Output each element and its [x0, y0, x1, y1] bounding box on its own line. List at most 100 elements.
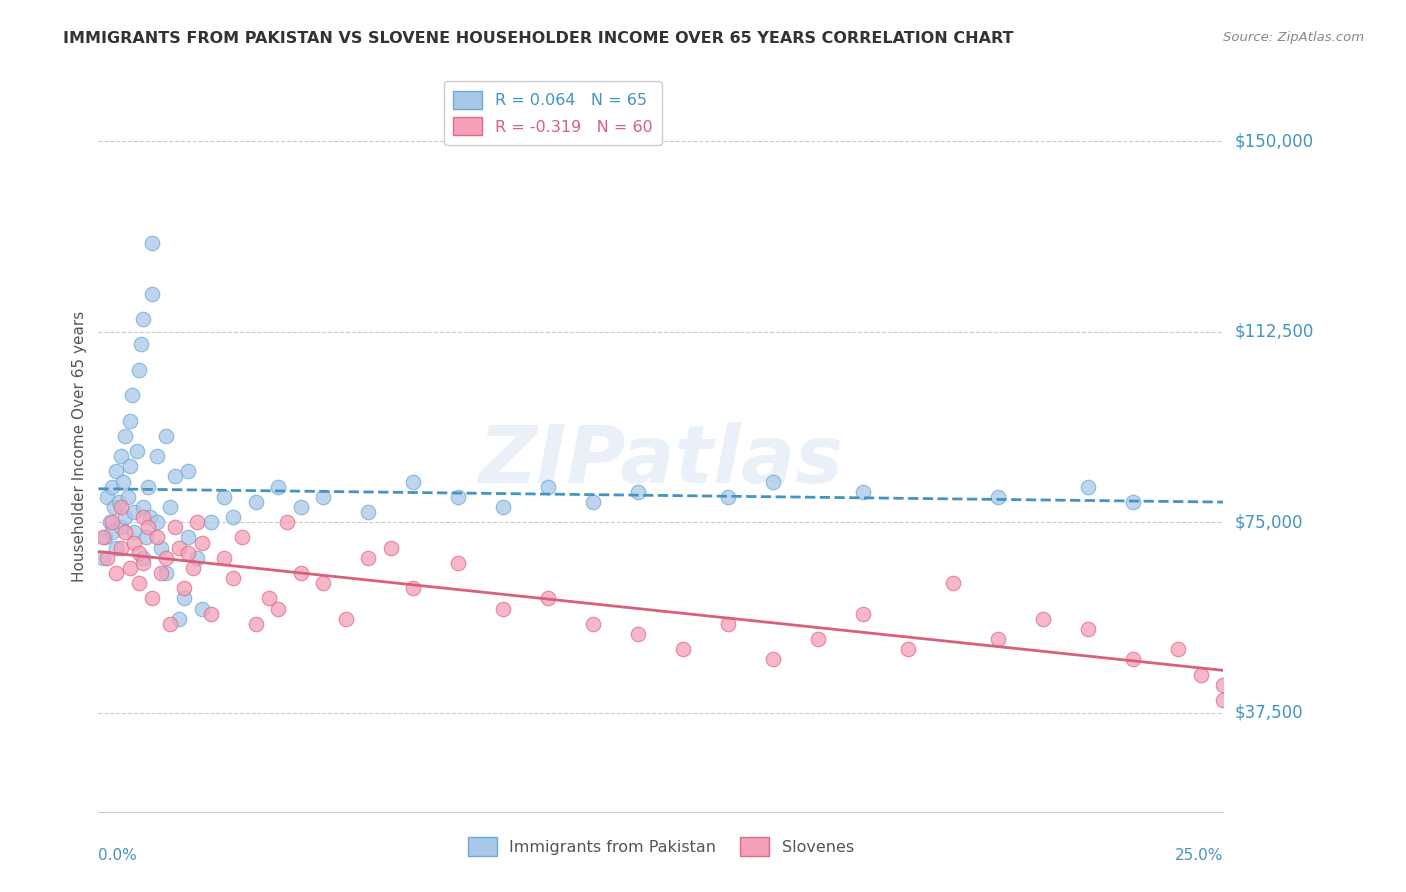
Point [146, 530, 169, 544]
Point [125, 444, 148, 458]
Point [114, 510, 136, 524]
Point [96, 490, 118, 504]
Point [267, 601, 290, 615]
Point [186, 515, 208, 529]
Point [105, 541, 128, 555]
Point [129, 337, 152, 351]
Text: $37,500: $37,500 [1234, 704, 1303, 722]
Point [118, 414, 141, 428]
Point [717, 490, 740, 504]
Point [132, 312, 155, 326]
Point [101, 525, 124, 540]
Point [91, 550, 114, 565]
Point [222, 510, 245, 524]
Point [200, 515, 222, 529]
Point [214, 490, 236, 504]
Point [852, 484, 875, 499]
Point [163, 520, 186, 534]
Point [987, 632, 1010, 646]
Point [169, 612, 191, 626]
Point [191, 535, 214, 549]
Point [98, 515, 121, 529]
Point [447, 556, 470, 570]
Point [146, 515, 169, 529]
Point [141, 286, 163, 301]
Point [128, 576, 150, 591]
Point [312, 490, 335, 504]
Point [132, 500, 155, 514]
Point [159, 616, 181, 631]
Text: $75,000: $75,000 [1234, 513, 1303, 532]
Point [1077, 622, 1099, 636]
Point [1032, 612, 1054, 626]
Point [762, 652, 785, 666]
Point [1122, 652, 1144, 666]
Point [96, 550, 118, 565]
Point [101, 480, 124, 494]
Point [117, 490, 139, 504]
Point [94, 530, 117, 544]
Point [231, 530, 253, 544]
Point [582, 495, 605, 509]
Point [128, 546, 150, 560]
Point [103, 500, 125, 514]
Point [402, 475, 425, 489]
Point [146, 449, 169, 463]
Point [447, 490, 470, 504]
Point [222, 571, 245, 585]
Point [105, 464, 128, 478]
Point [1077, 480, 1099, 494]
Text: 25.0%: 25.0% [1175, 848, 1223, 863]
Point [91, 530, 114, 544]
Point [110, 500, 132, 514]
Point [627, 484, 650, 499]
Point [492, 500, 515, 514]
Point [380, 541, 402, 555]
Point [124, 505, 146, 519]
Point [245, 495, 267, 509]
Point [191, 601, 214, 615]
Point [124, 535, 146, 549]
Point [155, 550, 177, 565]
Point [124, 525, 146, 540]
Point [357, 550, 380, 565]
Point [245, 616, 267, 631]
Point [136, 520, 159, 534]
Point [141, 591, 163, 606]
Point [163, 469, 186, 483]
Point [155, 429, 177, 443]
Point [121, 388, 143, 402]
Point [110, 520, 132, 534]
Text: ZIPatlas: ZIPatlas [478, 422, 844, 500]
Point [672, 642, 695, 657]
Point [852, 607, 875, 621]
Point [132, 550, 155, 565]
Point [402, 581, 425, 595]
Point [290, 566, 312, 580]
Point [173, 581, 195, 595]
Point [762, 475, 785, 489]
Point [169, 541, 191, 555]
Point [159, 500, 181, 514]
Point [312, 576, 335, 591]
Point [259, 591, 281, 606]
Point [1122, 495, 1144, 509]
Point [150, 541, 173, 555]
Point [357, 505, 380, 519]
Point [114, 429, 136, 443]
Point [173, 591, 195, 606]
Text: $150,000: $150,000 [1234, 132, 1313, 150]
Point [105, 566, 128, 580]
Point [132, 510, 155, 524]
Point [627, 627, 650, 641]
Text: IMMIGRANTS FROM PAKISTAN VS SLOVENE HOUSEHOLDER INCOME OVER 65 YEARS CORRELATION: IMMIGRANTS FROM PAKISTAN VS SLOVENE HOUS… [63, 31, 1014, 46]
Point [110, 449, 132, 463]
Point [118, 561, 141, 575]
Point [200, 607, 222, 621]
Point [141, 235, 163, 250]
Point [150, 566, 173, 580]
Point [114, 525, 136, 540]
Point [112, 475, 135, 489]
Point [807, 632, 830, 646]
Point [717, 616, 740, 631]
